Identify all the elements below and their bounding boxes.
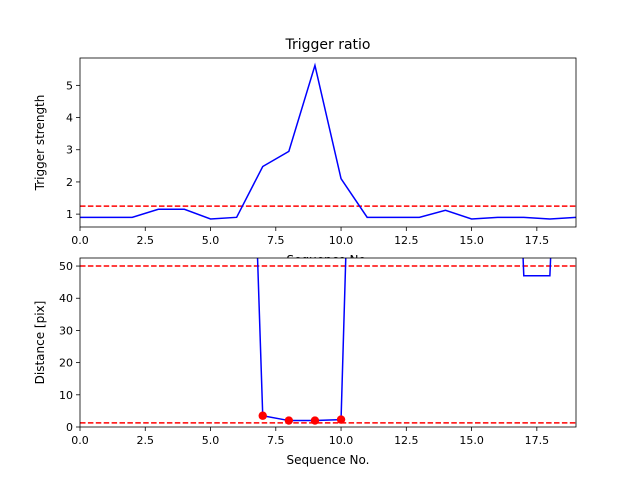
axes-background [80, 258, 576, 427]
y-tick-label: 50 [59, 260, 73, 273]
x-tick-label: 7.5 [267, 234, 285, 247]
x-tick-label: 2.5 [137, 434, 155, 447]
x-tick-label: 5.0 [202, 234, 220, 247]
y-tick-label: 40 [59, 292, 73, 305]
x-tick-label: 12.5 [394, 234, 419, 247]
x-tick-label: 0.0 [71, 234, 89, 247]
y-tick-label: 5 [66, 79, 73, 92]
x-tick-label: 0.0 [71, 434, 89, 447]
data-point [258, 411, 267, 420]
series-line [80, 62, 576, 220]
x-tick-label: 2.5 [137, 234, 155, 247]
x-tick-label: 10.0 [329, 234, 354, 247]
data-point [284, 416, 294, 425]
axes-frame [79, 57, 577, 228]
y-axis-label: Trigger strength [33, 95, 47, 192]
plot-area [80, 258, 576, 425]
y-axis-label: Distance [pix] [33, 301, 47, 385]
y-tick-label: 0 [66, 421, 73, 434]
x-tick-label: 12.5 [394, 434, 419, 447]
data-point [310, 416, 320, 425]
plot-area [80, 62, 576, 220]
y-tick-label: 20 [59, 357, 73, 370]
x-tick-label: 17.5 [525, 234, 550, 247]
x-tick-label: 15.0 [459, 234, 484, 247]
top-chart: 0.0 2.5 5.0 7.5 10.0 12.5 15.0 17.5 1 2 3 4 5 Trigger… [33, 37, 577, 267]
y-tick-label: 10 [59, 389, 73, 402]
x-tick-label: 10.0 [329, 434, 354, 447]
x-tick-label: 5.0 [202, 434, 220, 447]
y-tick-label: 3 [66, 144, 73, 157]
x-tick-label: 17.5 [525, 434, 550, 447]
axes-frame [79, 257, 577, 428]
y-tick-label: 1 [66, 208, 73, 221]
bottom-chart: 0.0 2.5 5.0 7.5 10.0 12.5 15.0 17.5 0 10 20 30 40 50 S… [33, 257, 577, 467]
x-tick-label: 7.5 [267, 434, 285, 447]
x-tick-label: 15.0 [459, 434, 484, 447]
series-line [256, 258, 552, 422]
y-tick-label: 2 [66, 176, 73, 189]
y-tick-label: 4 [66, 112, 73, 125]
y-tick-label: 30 [59, 324, 73, 337]
chart-title: Trigger ratio [284, 37, 370, 53]
x-axis-label: Sequence No. [287, 453, 370, 467]
data-point [336, 415, 346, 424]
